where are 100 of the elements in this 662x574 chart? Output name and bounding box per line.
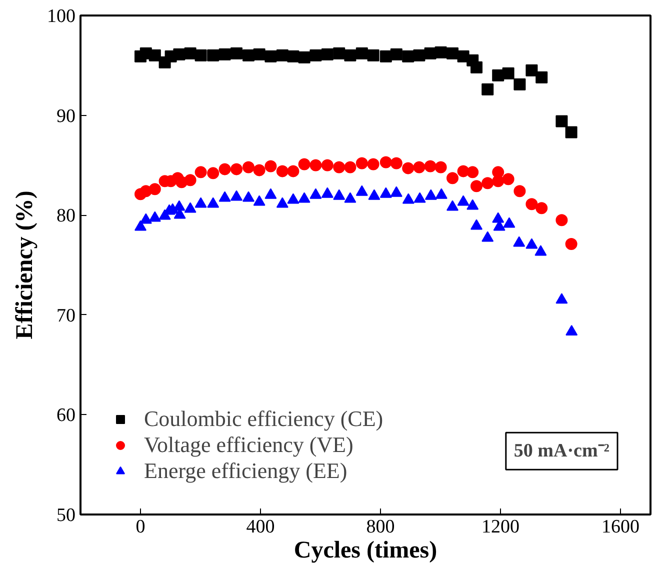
point — [482, 83, 494, 96]
point — [424, 160, 436, 172]
point — [402, 193, 414, 204]
point — [207, 197, 220, 208]
point — [566, 325, 578, 336]
point — [414, 192, 426, 203]
point — [148, 49, 161, 62]
point — [333, 189, 346, 200]
point — [207, 49, 220, 62]
point — [344, 161, 356, 174]
point — [492, 69, 504, 82]
x-axis-title: Cycles (times) — [294, 538, 438, 564]
point — [367, 158, 380, 170]
point — [218, 163, 231, 176]
point — [184, 174, 196, 186]
y-tick-label: 50 — [56, 505, 76, 526]
point — [298, 51, 310, 64]
point — [173, 48, 186, 60]
point — [536, 202, 548, 214]
y-tick-label: 80 — [56, 206, 76, 227]
point — [368, 189, 380, 200]
point — [514, 78, 526, 90]
point — [367, 49, 380, 62]
point — [194, 49, 207, 62]
point — [390, 186, 402, 197]
point — [333, 47, 346, 60]
point — [230, 47, 242, 60]
point — [148, 211, 161, 222]
point — [310, 188, 322, 199]
point — [466, 166, 479, 178]
x-tick-label: 1600 — [602, 516, 640, 538]
annotation: 50 mA·cm⁻² — [514, 440, 610, 462]
y-tick-label: 100 — [47, 6, 76, 27]
point — [526, 198, 538, 210]
point — [434, 161, 447, 174]
point — [446, 200, 458, 211]
point — [287, 193, 300, 204]
point — [502, 173, 514, 186]
point — [134, 220, 146, 231]
point — [194, 166, 207, 178]
point — [413, 161, 426, 174]
point — [470, 219, 482, 230]
point — [502, 67, 514, 80]
legend-label: Energe efficiengy (EE) — [144, 458, 348, 484]
point — [194, 197, 207, 208]
point — [184, 47, 196, 60]
point — [556, 214, 568, 226]
point — [276, 197, 288, 208]
point — [207, 167, 220, 180]
point — [253, 164, 266, 176]
point — [380, 187, 392, 198]
point — [526, 238, 538, 249]
point — [287, 50, 300, 62]
point — [492, 212, 504, 223]
legend-label: Coulombic efficiency (CE) — [144, 406, 384, 432]
point — [402, 162, 414, 174]
point — [536, 71, 548, 84]
point — [298, 158, 310, 170]
point — [556, 115, 568, 128]
point — [230, 190, 242, 201]
point — [390, 157, 402, 170]
point — [298, 192, 310, 203]
point — [140, 213, 152, 224]
point — [242, 161, 254, 174]
point — [565, 238, 578, 250]
point — [148, 183, 161, 196]
point — [356, 185, 368, 196]
point — [356, 157, 368, 170]
point — [413, 49, 426, 62]
point — [492, 175, 504, 188]
point — [470, 180, 482, 192]
point — [356, 47, 368, 60]
point — [321, 48, 334, 60]
point — [333, 161, 346, 174]
y-tick-label: 60 — [56, 405, 76, 426]
point — [514, 185, 526, 198]
x-tick-label: 400 — [246, 516, 275, 538]
point — [402, 50, 414, 62]
point — [310, 49, 322, 62]
point — [344, 49, 356, 62]
point — [466, 199, 479, 210]
point — [380, 156, 392, 168]
point — [184, 202, 196, 213]
point — [218, 191, 231, 202]
point — [424, 189, 437, 200]
point — [242, 191, 254, 202]
point — [344, 192, 356, 203]
point — [253, 195, 266, 206]
point — [380, 50, 392, 62]
point — [434, 46, 447, 58]
point — [565, 126, 578, 138]
point — [264, 188, 277, 199]
point — [457, 195, 470, 206]
point — [287, 165, 300, 178]
y-tick-label: 70 — [56, 305, 76, 326]
point — [310, 159, 322, 172]
point — [242, 49, 254, 62]
point — [556, 293, 568, 304]
point — [276, 165, 288, 178]
point — [435, 188, 448, 199]
